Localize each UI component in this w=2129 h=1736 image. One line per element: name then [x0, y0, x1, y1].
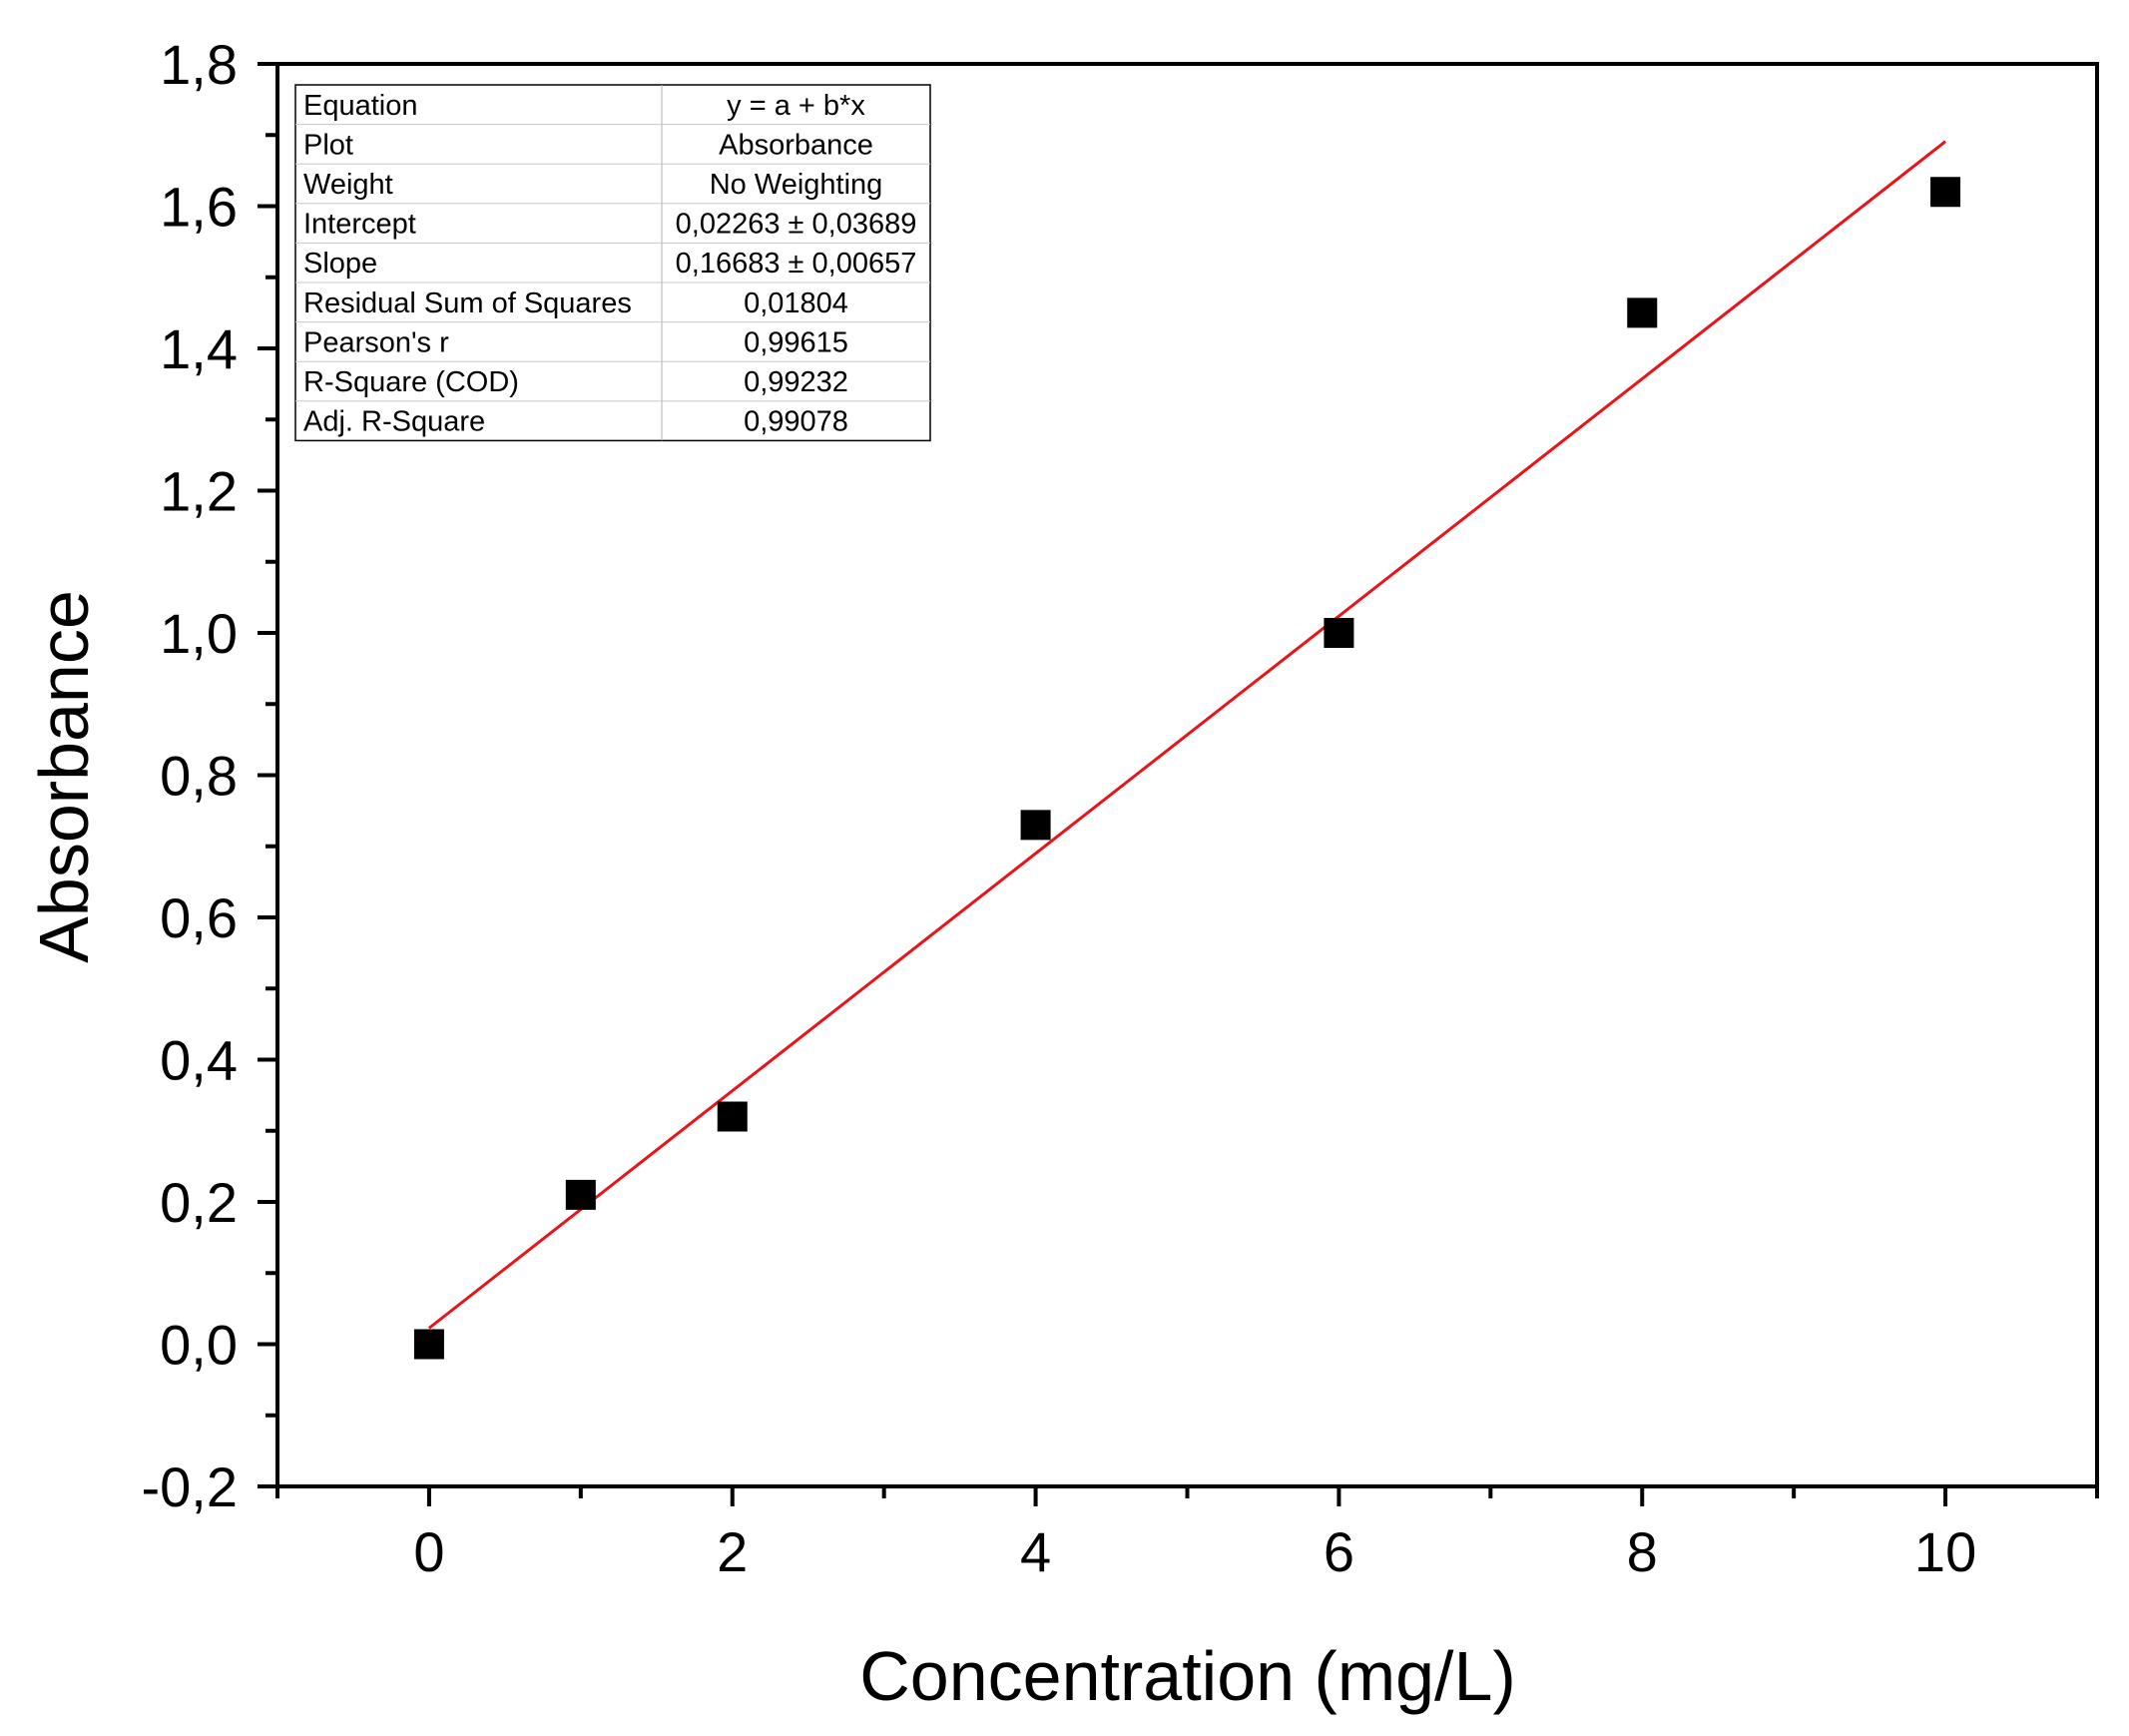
y-tick-label: 1,2 — [160, 460, 238, 523]
x-tick-label: 2 — [717, 1520, 748, 1583]
stats-table-value: 0,99078 — [744, 406, 848, 438]
data-point-marker — [1020, 810, 1051, 841]
stats-table-label: Intercept — [303, 209, 416, 241]
y-tick-label: 1,8 — [160, 33, 238, 96]
y-tick-label: 0,6 — [160, 886, 238, 949]
stats-table-label: Residual Sum of Squares — [303, 288, 632, 319]
x-tick-label: 0 — [413, 1520, 444, 1583]
stats-table-label: R-Square (COD) — [303, 366, 519, 398]
data-point-marker — [717, 1101, 748, 1132]
stats-table-value: No Weighting — [710, 169, 883, 201]
x-tick-label: 4 — [1020, 1520, 1051, 1583]
x-axis-title: Concentration (mg/L) — [859, 1637, 1516, 1715]
x-tick-label: 8 — [1627, 1520, 1658, 1583]
y-tick-label: 1,0 — [160, 602, 238, 665]
y-tick-label: 0,8 — [160, 745, 238, 808]
stats-table-label: Equation — [303, 90, 418, 122]
fit-line-group — [427, 140, 1947, 1330]
fit-statistics-table: Equation y = a + b*x Plot Absorbance Weight N… — [294, 84, 931, 442]
x-tick-label: 6 — [1324, 1520, 1354, 1583]
data-point-marker — [565, 1179, 596, 1210]
stats-table-value: y = a + b*x — [727, 90, 865, 122]
data-points-group — [413, 177, 1961, 1360]
y-tick-label: -0,2 — [142, 1455, 239, 1518]
linear-fit-line — [427, 140, 1947, 1330]
data-point-marker — [1930, 177, 1961, 208]
y-tick-label: 1,4 — [160, 317, 238, 380]
y-tick-label: 0,0 — [160, 1314, 238, 1377]
stats-table-value: 0,16683 ± 0,00657 — [676, 248, 917, 280]
stats-table-label: Pearson's r — [303, 326, 449, 358]
axis-ticks-group: 0 2 4 6 8 10 -0,2 0,0 0,2 0,4 0,6 0,8 1,0 1,2 1,4 1,6 1,… — [142, 33, 2099, 1583]
stats-table-value: 0,99615 — [744, 326, 848, 358]
stats-table-value: 0,01804 — [744, 288, 848, 319]
stats-table-value: 0,99232 — [744, 366, 848, 398]
stats-table-label: Plot — [303, 129, 353, 161]
stats-table-value: Absorbance — [719, 129, 873, 161]
stats-table-label: Adj. R-Square — [303, 406, 485, 438]
y-tick-label: 1,6 — [160, 176, 238, 239]
y-axis-title: Absorbance — [25, 590, 103, 963]
data-point-marker — [1324, 618, 1354, 648]
stats-table-label: Weight — [303, 169, 393, 201]
stats-table-label: Slope — [303, 248, 377, 280]
y-tick-label: 0,2 — [160, 1171, 238, 1234]
data-point-marker — [1627, 297, 1658, 328]
stats-table-border — [294, 84, 931, 442]
x-tick-label: 10 — [1914, 1520, 1976, 1583]
data-point-marker — [413, 1329, 444, 1360]
y-tick-label: 0,4 — [160, 1029, 238, 1092]
stats-table-value: 0,02263 ± 0,03689 — [676, 209, 917, 241]
